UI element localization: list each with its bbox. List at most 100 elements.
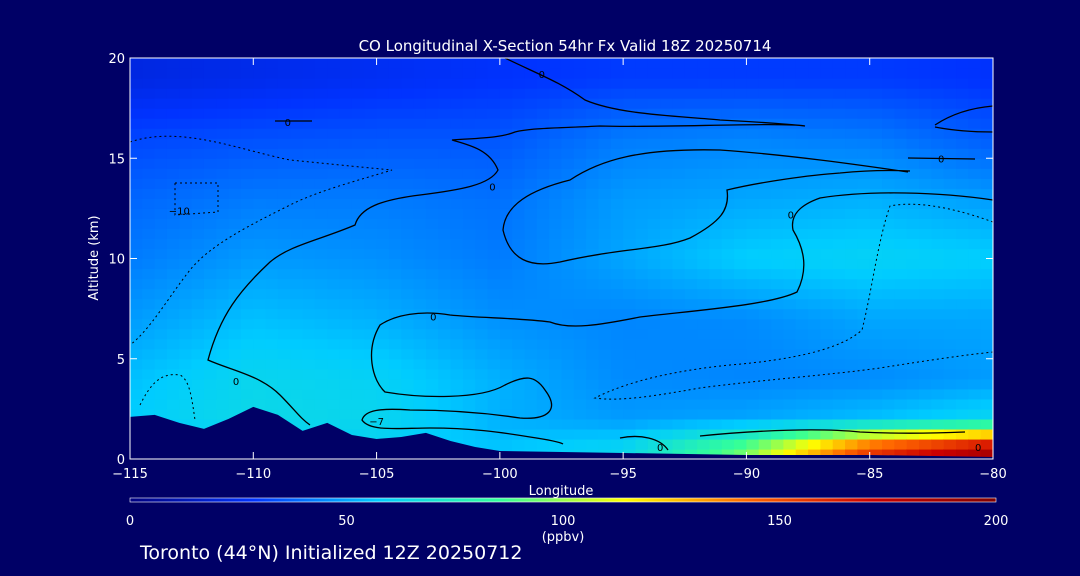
field-cell [499, 418, 513, 430]
field-cell [339, 298, 353, 310]
field-cell [536, 138, 550, 149]
field-cell [795, 78, 809, 89]
field-cell [598, 88, 612, 99]
field-cell [647, 78, 661, 89]
field-cell [561, 438, 575, 450]
field-cell [906, 268, 920, 280]
field-cell [956, 158, 969, 169]
field-cell [240, 258, 254, 270]
field-cell [253, 258, 267, 270]
field-cell [623, 108, 637, 119]
field-cell [450, 388, 464, 400]
field-cell [919, 108, 932, 119]
field-cell [943, 428, 957, 440]
field-cell [475, 188, 489, 199]
field-cell [906, 448, 920, 459]
field-cell [956, 388, 969, 400]
field-cell [191, 388, 205, 400]
field-cell [166, 68, 180, 79]
field-cell [154, 198, 168, 209]
field-cell [598, 168, 612, 179]
field-cell [524, 328, 538, 340]
field-cell [906, 398, 920, 410]
field-cell [623, 218, 637, 230]
field-cell [906, 388, 920, 400]
field-cell [894, 368, 908, 380]
field-cell [623, 378, 637, 390]
field-cell [943, 298, 957, 310]
field-cell [635, 198, 649, 209]
field-cell [820, 128, 834, 139]
field-cell [684, 378, 698, 390]
field-cell [894, 188, 908, 199]
field-cell [660, 218, 674, 230]
field-cell [808, 358, 821, 370]
field-cell [327, 418, 341, 430]
field-cell [795, 138, 809, 149]
field-cell [327, 258, 341, 270]
field-cell [364, 338, 378, 350]
field-cell [253, 138, 267, 149]
field-cell [228, 298, 242, 310]
field-cell [130, 168, 143, 179]
field-cell [980, 128, 993, 139]
field-cell [598, 258, 612, 270]
field-cell [327, 138, 341, 149]
field-cell [524, 368, 538, 380]
field-cell [154, 138, 168, 149]
field-cell [425, 218, 439, 230]
field-cell [376, 178, 390, 189]
contour-label: 0 [430, 313, 436, 324]
field-cell [265, 348, 279, 360]
field-cell [721, 198, 735, 209]
field-cell [672, 278, 686, 290]
field-cell [610, 108, 624, 119]
field-cell [931, 218, 945, 230]
field-cell [376, 78, 390, 89]
field-cell [364, 248, 378, 260]
field-cell [906, 128, 920, 139]
field-cell [857, 128, 871, 139]
field-cell [980, 318, 993, 330]
field-cell [857, 198, 871, 209]
field-cell [191, 198, 205, 209]
field-cell [499, 158, 513, 169]
field-cell [130, 58, 143, 69]
field-cell [709, 218, 723, 230]
field-cell [228, 188, 242, 199]
field-cell [265, 338, 279, 350]
field-cell [808, 78, 821, 89]
field-cell [487, 438, 501, 450]
field-cell [758, 378, 772, 390]
field-cell [277, 408, 291, 420]
field-cell [154, 288, 168, 300]
field-cell [253, 218, 267, 230]
field-cell [462, 408, 476, 420]
field-cell [894, 258, 908, 270]
field-cell [906, 148, 920, 159]
field-cell [462, 68, 476, 79]
field-cell [462, 148, 476, 159]
field-cell [536, 178, 550, 189]
field-cell [709, 328, 723, 340]
field-cell [906, 158, 920, 169]
field-cell [635, 78, 649, 89]
field-cell [845, 188, 858, 199]
field-cell [388, 88, 402, 99]
field-cell [265, 68, 279, 79]
field-cell [487, 328, 501, 340]
field-cell [277, 288, 291, 300]
y-axis-label: Altitude (km) [87, 215, 102, 300]
x-axis-label: Longitude [529, 484, 594, 499]
field-cell [154, 348, 168, 360]
field-cell [869, 318, 883, 330]
field-cell [240, 98, 254, 109]
field-cell [475, 388, 489, 400]
field-cell [832, 58, 846, 69]
field-cell [808, 328, 821, 340]
field-cell [425, 388, 439, 400]
field-cell [697, 418, 711, 430]
field-cell [450, 168, 464, 179]
field-cell [672, 268, 686, 280]
field-cell [364, 218, 378, 230]
